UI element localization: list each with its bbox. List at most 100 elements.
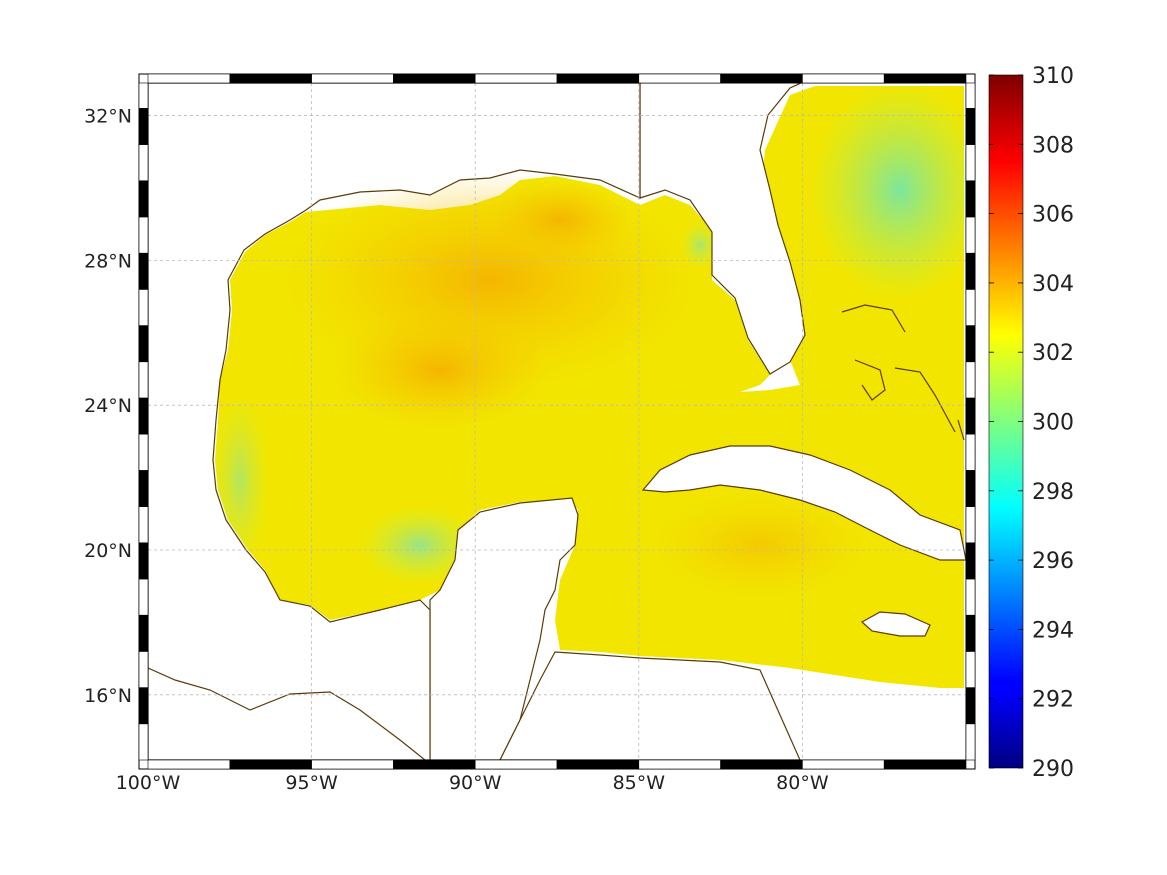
central-america-land [499, 651, 801, 760]
frame-segment-left-16 [138, 144, 149, 182]
frame-segment-right-1 [965, 687, 976, 725]
frame-segment-bottom-8 [802, 759, 885, 770]
frame-segment-top-9 [883, 73, 967, 84]
lat-tick-label: 16°N [84, 685, 132, 707]
frame-segment-right-10 [965, 361, 976, 399]
frame-segment-right-7 [965, 470, 976, 507]
frame-segment-bottom-1 [229, 759, 312, 770]
frame-segment-bottom-2 [311, 759, 394, 770]
colorbar-tick-label: 292 [1032, 688, 1074, 713]
jamaica-land [860, 611, 931, 637]
latitude-tick-labels: 16°N 20°N 24°N 28°N 32°N [84, 106, 132, 707]
pacific-coast-line [148, 667, 426, 760]
colorbar-tick-label: 302 [1032, 341, 1074, 366]
frame-segment-left-12 [138, 289, 149, 326]
frame-segment-top-2 [311, 73, 394, 84]
lon-tick-label: 100°W [116, 772, 181, 794]
frame-segment-left-0 [138, 723, 149, 761]
frame-segment-top-3 [393, 73, 476, 84]
frame-segment-left-10 [138, 361, 149, 399]
frame-segment-right-13 [965, 252, 976, 290]
frame-segment-top-0 [147, 73, 231, 84]
frame-segment-top-7 [720, 73, 803, 84]
frame-segment-bottom-9 [883, 759, 967, 770]
frame-segment-left-6 [138, 506, 149, 544]
warm-region-mississippi [490, 180, 630, 260]
frame-segment-right-14 [965, 216, 976, 254]
frame-segment-right-11 [965, 325, 976, 363]
lon-tick-label: 90°W [449, 772, 502, 794]
frame-segment-top-4 [474, 73, 558, 84]
colorbar-tick-label: 308 [1032, 133, 1074, 158]
frame-segment-right-8 [965, 433, 976, 471]
cuba-land [641, 445, 966, 561]
longitude-tick-labels: 100°W 95°W 90°W 85°W 80°W [116, 772, 829, 794]
frame-segment-left-2 [138, 651, 149, 688]
frame-segment-left-8 [138, 433, 149, 471]
frame-segment-left-5 [138, 542, 149, 580]
frame-segment-right-5 [965, 542, 976, 580]
lat-tick-label: 20°N [84, 540, 132, 562]
frame-segment-bottom-7 [720, 759, 803, 770]
frame-segment-bottom-6 [638, 759, 721, 770]
frame-segment-top-6 [638, 73, 721, 84]
lon-tick-label: 80°W [776, 772, 829, 794]
frame-segment-bottom-0 [147, 759, 231, 770]
colorbar-tick-label: 290 [1032, 757, 1074, 782]
frame-segment-bottom-5 [556, 759, 640, 770]
lon-tick-label: 95°W [285, 772, 338, 794]
frame-segment-top-8 [802, 73, 885, 84]
frame-segment-left-15 [138, 180, 149, 218]
frame-segment-right-15 [965, 180, 976, 218]
map-frame [138, 73, 976, 770]
frame-segment-right-9 [965, 397, 976, 435]
lat-tick-label: 24°N [84, 395, 132, 417]
frame-segment-right-3 [965, 614, 976, 652]
cool-region-campeche [360, 505, 480, 585]
frame-segment-right-2 [965, 651, 976, 688]
frame-segment-top-1 [229, 73, 312, 84]
colorbar-tick-label: 300 [1032, 411, 1074, 436]
sst-data-field [148, 83, 966, 760]
frame-segment-right-12 [965, 289, 976, 326]
lat-tick-label: 32°N [84, 106, 132, 128]
frame-segment-left-3 [138, 614, 149, 652]
frame-segment-left-9 [138, 397, 149, 435]
frame-segment-right-16 [965, 144, 976, 182]
frame-segment-left-1 [138, 687, 149, 725]
colorbar-tick-label: 310 [1032, 64, 1074, 89]
colorbar-tick-label: 304 [1032, 272, 1074, 297]
frame-segment-left-7 [138, 470, 149, 507]
lon-tick-label: 85°W [613, 772, 666, 794]
colorbar-tick-label: 306 [1032, 203, 1074, 228]
frame-segment-bottom-3 [393, 759, 476, 770]
lat-tick-label: 28°N [84, 250, 132, 272]
colorbar-tick-label: 298 [1032, 480, 1074, 505]
warm-region-central-gulf [330, 310, 550, 430]
bahamas-land [841, 304, 965, 441]
frame-segment-left-11 [138, 325, 149, 363]
frame-segment-right-0 [965, 723, 976, 761]
frame-segment-right-18 [965, 82, 976, 109]
frame-segment-left-14 [138, 216, 149, 254]
cool-region-florida-shelf [680, 220, 720, 270]
frame-segment-left-17 [138, 108, 149, 145]
colorbar-ticks: 310 308 306 304 302 300 298 296 294 292 290 [989, 64, 1074, 782]
frame-segment-right-17 [965, 108, 976, 145]
frame-segment-right-6 [965, 506, 976, 544]
frame-segment-bottom-4 [474, 759, 558, 770]
frame-segment-top-5 [556, 73, 640, 84]
frame-segment-left-18 [138, 82, 149, 109]
frame-segment-left-4 [138, 578, 149, 616]
frame-segment-left-13 [138, 252, 149, 290]
frame-segment-right-4 [965, 578, 976, 616]
colorbar: 310 308 306 304 302 300 298 296 294 292 290 [988, 64, 1074, 782]
cool-region-atlantic [810, 83, 966, 300]
colorbar-gradient [988, 74, 1024, 769]
colorbar-tick-label: 294 [1032, 618, 1074, 643]
colorbar-tick-label: 296 [1032, 549, 1074, 574]
mexico-land [148, 83, 641, 760]
map-gridlines [148, 83, 966, 760]
warm-region-caribbean [650, 490, 870, 600]
